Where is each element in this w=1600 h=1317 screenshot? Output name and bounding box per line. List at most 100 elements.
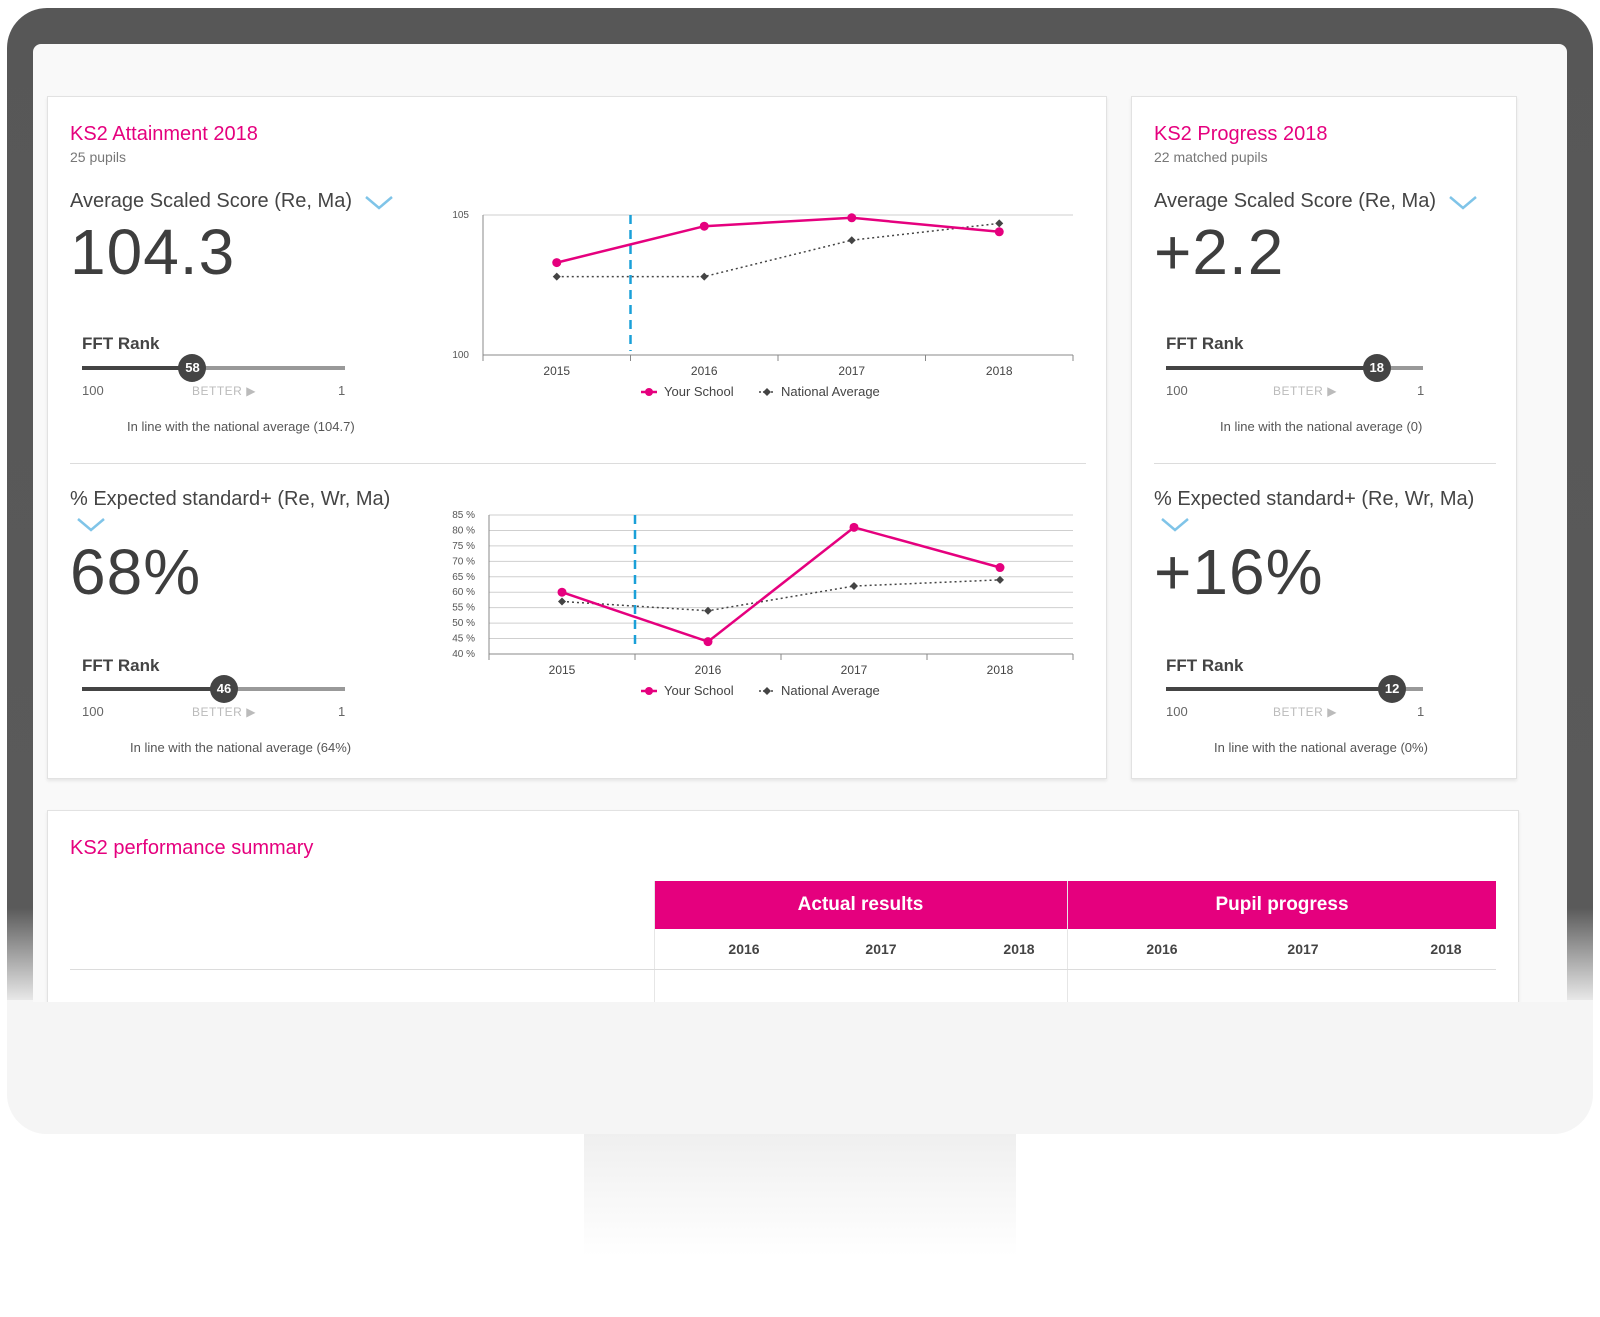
national-average-point xyxy=(847,236,856,245)
divider xyxy=(1154,463,1496,464)
rank-min: 100 xyxy=(82,704,104,719)
rank-note: In line with the national average (104.7… xyxy=(127,419,355,434)
rank-fill xyxy=(1166,687,1393,691)
chevron-down-icon[interactable] xyxy=(76,516,106,532)
y-tick-label: 55 % xyxy=(452,603,475,614)
national-average-line xyxy=(561,579,1001,612)
progress-expected-value: +16% xyxy=(1154,536,1324,608)
your-school-point xyxy=(552,258,562,268)
fft-rank-slider: 58 xyxy=(82,354,345,382)
play-icon: ▶ xyxy=(246,384,256,398)
x-tick-label: 2018 xyxy=(986,364,1013,378)
fft-rank-label: FFT Rank xyxy=(1166,334,1244,353)
monitor-stand xyxy=(584,1134,1016,1256)
year-header: 2018 xyxy=(1430,941,1462,957)
actual-results-header: Actual results xyxy=(654,881,1067,929)
legend-marker-national xyxy=(763,388,771,396)
your-school-point xyxy=(849,522,859,532)
chevron-down-icon[interactable] xyxy=(1160,516,1190,532)
attainment-card: KS2 Attainment 2018 25 pupils Average Sc… xyxy=(47,96,1107,779)
y-tick-label: 60 % xyxy=(452,587,475,598)
rank-max: 1 xyxy=(338,383,346,398)
y-tick-label: 50 % xyxy=(452,618,475,629)
attainment-expected-value: 68% xyxy=(70,536,202,608)
rank-fill xyxy=(82,687,225,691)
y-tick-label: 80 % xyxy=(452,525,475,536)
your-school-point xyxy=(847,213,857,223)
progress-expected-metric[interactable]: % Expected standard+ (Re, Wr, Ma) xyxy=(1154,488,1474,511)
your-school-point xyxy=(699,221,709,231)
rank-max: 1 xyxy=(338,704,346,719)
your-school-line xyxy=(561,525,1001,644)
your-school-point xyxy=(994,227,1004,237)
rank-knob: 46 xyxy=(210,675,239,703)
national-average-point xyxy=(700,272,709,281)
divider xyxy=(70,463,1086,464)
attainment-expected-metric[interactable]: % Expected standard+ (Re, Wr, Ma) xyxy=(70,488,390,511)
rank-note: In line with the national average (64%) xyxy=(130,740,352,755)
table-divider xyxy=(654,881,655,1002)
y-tick-label: 105 xyxy=(452,210,469,221)
rank-fill xyxy=(82,366,193,370)
attainment-score-metric[interactable]: Average Scaled Score (Re, Ma) xyxy=(70,190,394,213)
table-divider xyxy=(70,969,1496,970)
expected-trend-chart: 40 % 45 % 50 % 55 % 60 % 65 % 70 % 75 % 80 % 85 %… xyxy=(452,510,1074,698)
y-tick-label: 75 % xyxy=(452,541,475,552)
your-school-point xyxy=(703,637,713,647)
national-average-point xyxy=(995,219,1004,228)
pupil-progress-header: Pupil progress xyxy=(1068,881,1496,929)
legend-marker-national xyxy=(763,687,771,695)
chevron-down-icon[interactable] xyxy=(1448,194,1478,210)
your-school-line xyxy=(556,216,1000,264)
y-tick-label: 85 % xyxy=(452,510,475,521)
x-tick-label: 2016 xyxy=(691,364,718,378)
rank-better-label: BETTER ▶ xyxy=(1273,705,1337,719)
metric-title: Average Scaled Score (Re, Ma) xyxy=(70,190,352,212)
rank-min: 100 xyxy=(82,383,104,398)
monitor-chin xyxy=(7,1000,1593,1134)
metric-title: Average Scaled Score (Re, Ma) xyxy=(1154,190,1436,212)
year-header: 2016 xyxy=(1146,941,1178,957)
progress-card: KS2 Progress 2018 22 matched pupils Aver… xyxy=(1131,96,1517,779)
national-average-point xyxy=(558,597,566,606)
your-school-point xyxy=(557,587,567,597)
rank-note: In line with the national average (0) xyxy=(1220,419,1423,434)
rank-fill xyxy=(1166,366,1377,370)
rank-min: 100 xyxy=(1166,383,1188,398)
summary-title: KS2 performance summary xyxy=(70,837,314,859)
year-header: 2017 xyxy=(865,941,897,957)
y-tick-label: 100 xyxy=(452,350,469,361)
national-average-point xyxy=(850,582,858,591)
rank-better-label: BETTER ▶ xyxy=(192,384,256,398)
fft-rank-label: FFT Rank xyxy=(82,656,160,675)
y-tick-label: 70 % xyxy=(452,556,475,567)
legend-marker-school xyxy=(645,687,653,695)
play-icon: ▶ xyxy=(1327,384,1337,398)
metric-title: % Expected standard+ (Re, Wr, Ma) xyxy=(70,488,391,510)
rank-better-label: BETTER ▶ xyxy=(1273,384,1337,398)
x-tick-label: 2015 xyxy=(549,663,576,677)
y-tick-label: 65 % xyxy=(452,572,475,583)
legend-label: Your School xyxy=(664,384,734,399)
table-divider xyxy=(1067,881,1068,1002)
progress-score-metric[interactable]: Average Scaled Score (Re, Ma) xyxy=(1154,190,1478,213)
progress-score-value: +2.2 xyxy=(1154,216,1285,288)
attainment-subtitle: 25 pupils xyxy=(70,149,127,165)
summary-card: KS2 performance summary Actual results P… xyxy=(47,810,1519,1002)
year-header: 2016 xyxy=(728,941,760,957)
fft-rank-slider: 46 xyxy=(82,675,345,703)
legend-label: National Average xyxy=(781,683,880,698)
chevron-down-icon[interactable] xyxy=(364,194,394,210)
national-average-point xyxy=(704,606,712,615)
play-icon: ▶ xyxy=(246,705,256,719)
x-tick-label: 2017 xyxy=(838,364,865,378)
fft-rank-slider: 18 xyxy=(1166,354,1423,382)
rank-max: 1 xyxy=(1417,704,1425,719)
rank-knob: 12 xyxy=(1378,675,1407,703)
metric-title: % Expected standard+ (Re, Wr, Ma) xyxy=(1154,488,1475,510)
rank-note: In line with the national average (0%) xyxy=(1214,740,1428,755)
rank-better-label: BETTER ▶ xyxy=(192,705,256,719)
national-average-point xyxy=(552,272,561,281)
x-tick-label: 2015 xyxy=(543,364,570,378)
rank-min: 100 xyxy=(1166,704,1188,719)
